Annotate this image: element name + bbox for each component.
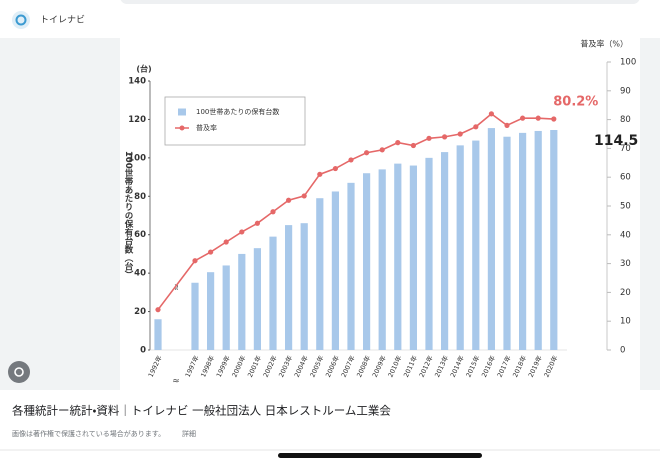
line-point — [488, 111, 494, 117]
y2-tick-label: 50 — [620, 202, 631, 212]
line-point — [520, 115, 526, 121]
y-axis-title: 100世帯あたりの保有台数（台） — [123, 151, 134, 279]
caption-link[interactable]: 詳細 — [182, 429, 196, 438]
bar — [253, 248, 261, 350]
y-tick-label: 20 — [134, 307, 146, 317]
legend-swatch — [178, 108, 186, 116]
site-logo-mark — [15, 14, 27, 26]
line-point — [301, 193, 307, 199]
y2-tick-label: 10 — [620, 317, 631, 327]
line-point — [239, 229, 245, 235]
line-point — [155, 307, 161, 313]
legend-label: 普及率 — [196, 123, 217, 132]
bar — [503, 136, 511, 350]
bar — [550, 129, 558, 350]
line-point — [223, 239, 229, 245]
y2-tick-label: 0 — [620, 346, 625, 356]
line-point — [395, 140, 401, 146]
bar — [363, 173, 371, 350]
line-point — [364, 150, 370, 156]
axis-break: ≈ — [172, 377, 180, 387]
line-point — [348, 157, 354, 163]
y-tick-label: 80 — [134, 192, 146, 202]
y-tick-label: 100 — [128, 153, 146, 163]
y-tick-label: 0 — [140, 346, 146, 356]
site-name[interactable]: トイレナビ — [40, 15, 85, 26]
bar — [347, 182, 355, 350]
line-point — [535, 115, 541, 121]
caption-note: 画像は著作権で保護されている場合があります。 — [12, 429, 165, 438]
line-point — [317, 171, 323, 177]
line-point — [473, 124, 479, 130]
bar — [238, 253, 246, 350]
line-point — [270, 209, 276, 215]
bar — [487, 128, 495, 350]
bar — [441, 152, 449, 350]
bar — [316, 198, 324, 350]
line-point — [551, 116, 557, 122]
line-value-label: 80.2% — [553, 95, 598, 110]
y2-tick-label: 90 — [620, 86, 631, 96]
y2-tick-label: 80 — [620, 115, 631, 125]
y2-tick-label: 60 — [620, 173, 631, 183]
line-point — [208, 249, 214, 255]
line-point — [457, 131, 463, 137]
bar — [409, 165, 417, 350]
bar — [519, 132, 527, 350]
bar — [191, 282, 199, 350]
line-point — [286, 197, 292, 203]
line-point — [426, 135, 432, 141]
lens-button[interactable] — [8, 361, 30, 383]
legend-box — [164, 96, 306, 146]
bar — [300, 223, 308, 350]
y-tick-label: 140 — [128, 77, 146, 87]
bar-value-label: 114.5 — [594, 133, 638, 149]
line-point — [332, 165, 338, 172]
lens-icon — [14, 367, 24, 377]
y2-tick-label: 70 — [620, 144, 631, 154]
site-logo[interactable] — [12, 11, 30, 29]
bar — [425, 157, 433, 350]
bar — [154, 319, 162, 350]
line-point — [379, 147, 385, 153]
bar — [285, 225, 293, 350]
line-point — [192, 258, 198, 264]
search-bar[interactable] — [120, 0, 640, 4]
y-tick-label: 60 — [134, 230, 146, 240]
legend-label: 100世帯あたりの保有台数 — [196, 107, 279, 116]
bar — [269, 236, 277, 350]
bar — [394, 163, 402, 350]
y2-tick-label: 100 — [620, 58, 636, 68]
bar — [472, 140, 480, 350]
bar — [207, 272, 215, 350]
y-tick-label: 40 — [134, 269, 146, 279]
bar — [378, 169, 386, 350]
home-indicator — [278, 453, 482, 458]
line-point — [504, 122, 510, 128]
y2-axis-title: 普及率（%） — [580, 39, 628, 49]
y2-tick-label: 30 — [620, 259, 631, 269]
legend-swatch — [179, 125, 185, 131]
bar — [456, 145, 464, 350]
bar — [331, 191, 339, 350]
y2-tick-label: 40 — [620, 230, 631, 240]
y-tick-label: 120 — [128, 115, 146, 125]
line-point — [254, 220, 260, 226]
bar — [222, 265, 230, 350]
line-point — [442, 134, 448, 140]
bar — [534, 130, 542, 350]
y-axis-unit: (台) — [136, 64, 151, 74]
caption-title[interactable]: 各種統計ー統計・資料｜トイレナビ 一般社団法人 日本レストルーム工業会 — [12, 404, 391, 418]
y2-tick-label: 20 — [620, 288, 631, 298]
line-point — [410, 142, 416, 149]
